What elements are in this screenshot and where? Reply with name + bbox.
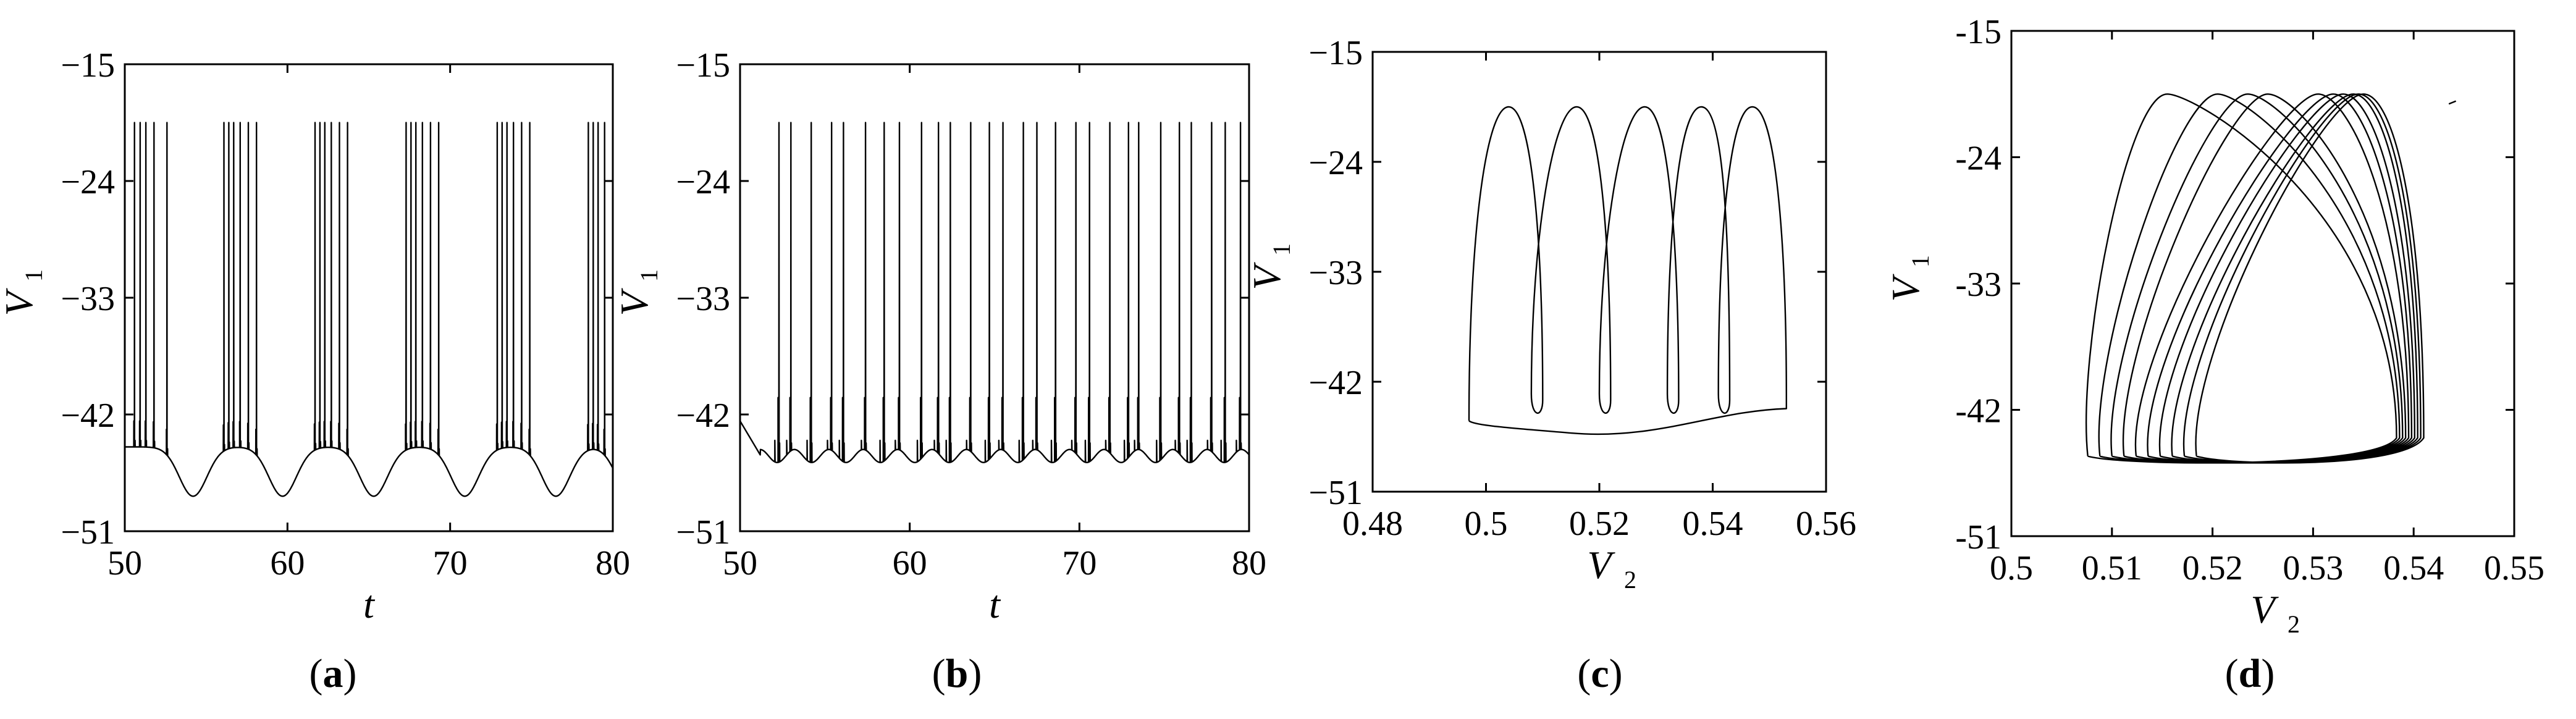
y-tick-label: -51 [1955,518,2001,557]
y-tick-label: −33 [676,280,730,318]
panel-letter: b [946,651,969,696]
y-tick-label: −42 [1308,364,1363,402]
panel-c: −51−42−33−24−150.48 0.5 0.52 0.54 0.56V 2V1(c… [1245,34,1856,696]
y-tick-label: -24 [1955,140,2001,178]
y-axis-label-subscript: 1 [1906,255,1934,267]
plot-frame [1371,51,1827,493]
y-axis-label: V [612,288,656,316]
y-axis-label: V [0,288,41,316]
x-tick-label: 0.5 [1990,549,2033,587]
y-axis-label: V [1884,274,1927,302]
x-axis-label-subscript: 2 [1624,566,1636,594]
panel-label: (a) [309,651,357,696]
x-tick-label: 0.55 [2484,549,2544,587]
y-axis-label-subscript: 1 [635,269,663,282]
x-tick-label: 60 [270,544,305,582]
y-tick-label: −15 [676,46,730,85]
y-tick-label: −33 [1308,254,1363,292]
x-axis-label: t [363,582,376,626]
x-tick-label: 50 [723,544,757,582]
y-tick-label: −24 [1308,144,1363,182]
panel-letter: d [2239,651,2262,696]
series-line [2086,93,2457,464]
x-tick-label: 0.56 [1796,505,1856,543]
y-tick-label: −24 [61,163,115,201]
panel-label: (b) [932,651,982,696]
y-axis-label-subscript: 1 [20,269,48,282]
x-tick-label: 0.54 [2383,549,2444,587]
y-tick-label: −51 [676,513,730,552]
x-tick-label: 80 [1232,544,1266,582]
x-tick-label: 0.48 [1342,505,1403,543]
panel-letter: a [323,651,343,696]
y-tick-label: -33 [1955,266,2001,304]
y-axis-label-group: V1 [0,269,48,316]
plot-frame [2010,30,2515,537]
plot-frame [739,63,1250,532]
panel-label: (c) [1577,651,1622,696]
x-tick-label: 70 [1062,544,1096,582]
y-axis-label-group: V1 [1884,255,1934,302]
x-tick-label: 50 [107,544,142,582]
y-axis-label-group: V1 [612,269,663,316]
y-axis-label: V [1245,262,1289,290]
x-axis-label: V [2250,587,2279,631]
x-tick-label: 80 [596,544,630,582]
x-tick-label: 0.52 [2182,549,2243,587]
y-axis-label-subscript: 1 [1268,243,1295,256]
x-tick-label: 0.54 [1683,505,1743,543]
x-axis-label: t [989,582,1001,626]
y-tick-label: −15 [61,46,115,85]
series-line [740,122,1249,463]
x-axis-label-subscript: 2 [2288,610,2300,638]
panel-label: (d) [2225,651,2275,696]
x-tick-label: 60 [893,544,927,582]
plot-frame [124,63,614,532]
x-tick-label: 0.51 [2082,549,2142,587]
y-tick-label: −42 [676,397,730,435]
x-tick-label: 70 [433,544,468,582]
y-tick-label: −42 [61,397,115,435]
series-line [125,122,613,497]
y-tick-label: −24 [676,163,730,201]
panel-letter: c [1591,651,1609,696]
x-tick-label: 0.53 [2283,549,2343,587]
x-axis-label: V [1587,543,1615,587]
x-tick-label: 0.5 [1465,505,1508,543]
y-tick-label: −51 [61,513,115,552]
y-tick-label: −51 [1308,474,1363,512]
x-tick-label: 0.52 [1569,505,1630,543]
y-tick-label: -42 [1955,392,2001,431]
y-tick-label: -15 [1955,13,2001,51]
y-axis-label-group: V1 [1245,243,1295,290]
y-tick-label: −15 [1308,34,1363,72]
series-line [1468,106,1787,435]
panel-d: -51-42-33-24-150.5 0.51 0.52 0.53 0.54 0.55V 2… [1884,13,2544,696]
y-tick-label: −33 [61,280,115,318]
